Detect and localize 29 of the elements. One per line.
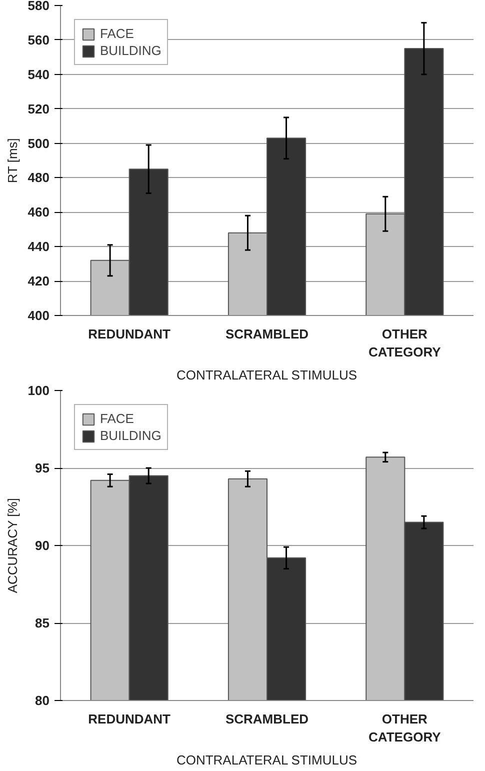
- y-axis-title: ACCURACY [%]: [4, 498, 20, 594]
- x-tick-label: SCRAMBLED: [225, 712, 309, 726]
- y-tick-label: 560: [28, 32, 50, 48]
- y-tick-label: 95: [35, 460, 50, 476]
- x-tick-label: OTHER CATEGORY: [368, 326, 442, 360]
- y-tick-label: 520: [28, 101, 50, 116]
- legend-label: BUILDING: [100, 43, 162, 58]
- y-tick-label: 85: [35, 616, 50, 630]
- x-tick-label: REDUNDANT: [88, 326, 171, 342]
- legend-label: FACE: [100, 411, 134, 426]
- y-axis-title: RT [ms]: [4, 138, 20, 184]
- x-axis-title: CONTRALATERAL STIMULUS: [176, 368, 358, 382]
- x-tick-label: SCRAMBLED: [225, 326, 309, 342]
- legend-label: BUILDING: [100, 428, 162, 443]
- y-tick-label: 80: [35, 693, 50, 708]
- y-tick-label: 440: [28, 239, 50, 254]
- y-tick-label: 420: [28, 274, 50, 289]
- y-tick-label: 580: [28, 0, 50, 13]
- y-tick-label: 400: [28, 308, 50, 323]
- y-tick-label: 100: [28, 383, 50, 398]
- x-tick-label: OTHER CATEGORY: [368, 712, 442, 744]
- y-tick-label: 90: [35, 538, 50, 553]
- y-tick-label: 540: [28, 66, 50, 82]
- y-tick-label: 460: [28, 204, 50, 220]
- x-tick-label: REDUNDANT: [88, 712, 171, 726]
- y-tick-label: 480: [28, 170, 50, 186]
- legend-label: FACE: [100, 26, 134, 41]
- x-axis-title: CONTRALATERAL STIMULUS: [176, 752, 358, 768]
- y-tick-label: 500: [28, 136, 50, 151]
